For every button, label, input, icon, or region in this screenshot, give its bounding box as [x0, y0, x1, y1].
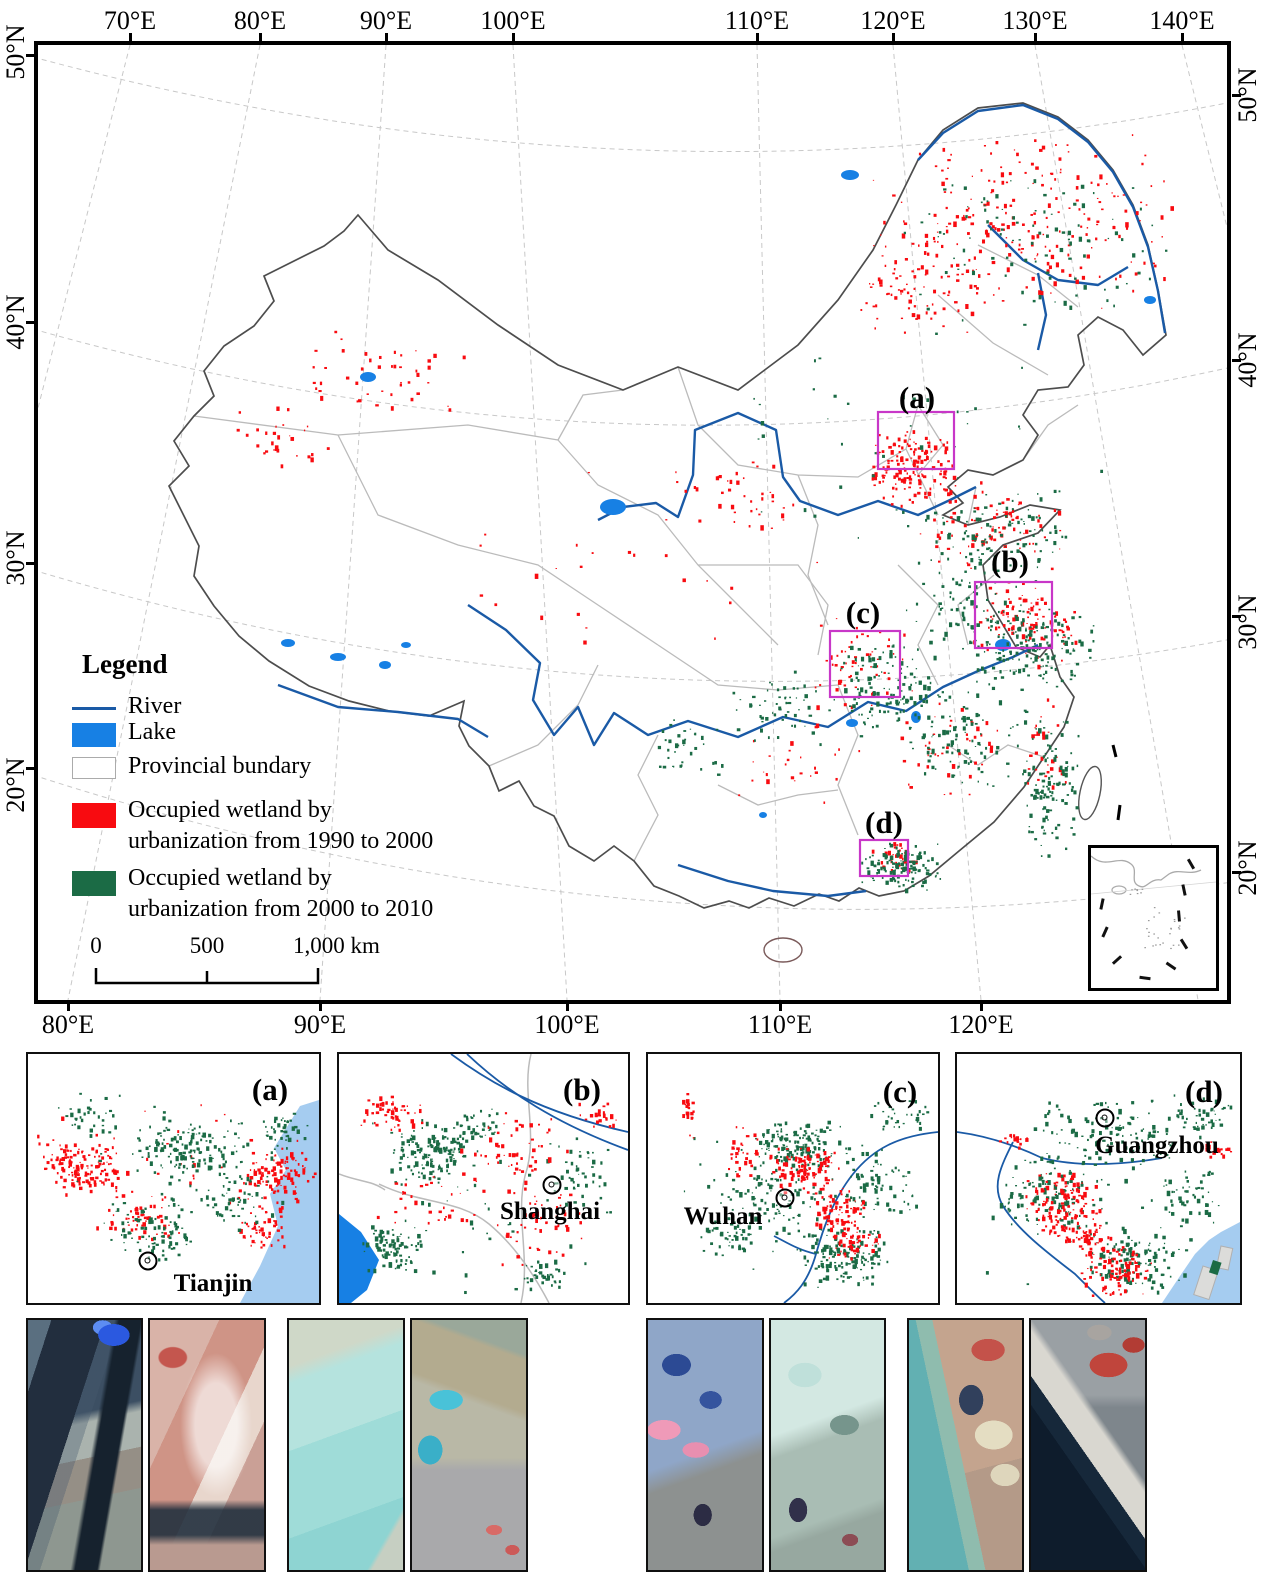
- axis-tick-label: 90°E: [359, 6, 413, 35]
- panel-letter: (b): [563, 1072, 601, 1107]
- city-label: Tianjin: [173, 1270, 253, 1297]
- axis-tick-label: 90°E: [293, 1010, 347, 1039]
- wetland-1990-2000-swatch: [72, 803, 116, 828]
- city-marker: [1095, 1108, 1115, 1128]
- scale-bar: 0 500 1,000 km: [88, 933, 408, 997]
- city-marker: [138, 1251, 158, 1271]
- panel-letter: (a): [251, 1072, 289, 1107]
- panel-map-a: [37, 1092, 319, 1303]
- axis-tick-label: 100°E: [480, 6, 546, 35]
- legend-label-lake: Lake: [128, 719, 176, 745]
- axis-tick-label: 30°N: [1, 530, 30, 586]
- legend-title: Legend: [82, 649, 168, 679]
- panel-map-b: [339, 1054, 628, 1303]
- city-marker: [775, 1188, 795, 1208]
- panel-wuhan: Wuhan (c): [646, 1052, 940, 1305]
- axis-tick-label: 120°E: [860, 6, 926, 35]
- china-map-canvas: [38, 45, 1227, 1000]
- callout-d: (d): [865, 805, 903, 840]
- axis-tick-label: 70°E: [103, 6, 157, 35]
- satellite-image-wuhan-early: [646, 1318, 764, 1572]
- south-china-sea-inset: [1088, 845, 1219, 991]
- axis-tick-label: 130°E: [1002, 6, 1068, 35]
- lake-swatch: [72, 723, 116, 747]
- scale-bar-line: [94, 968, 320, 985]
- axis-tick-label: 30°N: [1233, 594, 1262, 650]
- scale-0: 0: [90, 933, 102, 958]
- axis-tick-label: 80°E: [41, 1010, 95, 1039]
- axis-tick-label: 100°E: [534, 1010, 600, 1039]
- panel-shanghai: Shanghai (b): [337, 1052, 630, 1305]
- legend-label-2000-2010: Occupied wetland by urbanization from 20…: [128, 865, 434, 923]
- callout-a: (a): [898, 380, 936, 415]
- panel-map-d: [957, 1094, 1240, 1303]
- axis-tick-label: 50°N: [1, 24, 30, 80]
- city-label: Guangzhou: [1095, 1132, 1219, 1159]
- wetland-2000-2010-swatch: [72, 871, 116, 896]
- legend-label-provincial: Provincial bundary: [128, 753, 312, 779]
- satellite-image-wuhan-late: [769, 1318, 886, 1572]
- satellite-image-tianjin-early: [26, 1318, 143, 1572]
- river-line-swatch: [72, 707, 116, 710]
- city-marker: [542, 1175, 562, 1195]
- china-map: (a) (b) (c) (d) Legend River Lake Provin…: [34, 41, 1231, 1004]
- scale-1000: 1,000 km: [293, 933, 380, 958]
- axis-tick-label: 20°N: [1, 757, 30, 813]
- panel-letter: (c): [882, 1074, 918, 1109]
- axis-tick-label: 110°E: [747, 1010, 813, 1039]
- axis-tick-label: 20°N: [1233, 840, 1262, 896]
- satellite-image-tianjin-late: [148, 1318, 266, 1572]
- south-china-sea-map: [1090, 855, 1217, 981]
- callout-c: (c): [845, 595, 881, 630]
- axis-tick-label: 80°E: [233, 6, 287, 35]
- provincial-boundary-swatch: [72, 757, 116, 779]
- satellite-image-shanghai-late: [410, 1318, 528, 1572]
- panel-letter: (d): [1185, 1074, 1223, 1109]
- axis-tick-label: 140°E: [1149, 6, 1215, 35]
- legend-label-1990-2000: Occupied wetland by urbanization from 19…: [128, 797, 434, 855]
- scale-500: 500: [189, 933, 225, 958]
- satellite-image-guangzhou-early: [907, 1318, 1024, 1572]
- axis-tick-label: 110°E: [724, 6, 790, 35]
- city-label: Wuhan: [683, 1203, 763, 1230]
- callout-b: (b): [991, 544, 1029, 579]
- satellite-image-guangzhou-late: [1029, 1318, 1147, 1572]
- panel-guangzhou: Guangzhou (d): [955, 1052, 1242, 1305]
- axis-tick-label: 120°E: [948, 1010, 1014, 1039]
- satellite-image-shanghai-early: [287, 1318, 405, 1572]
- city-label: Shanghai: [499, 1198, 601, 1225]
- legend-label-river: River: [128, 693, 182, 719]
- panel-map-c: [682, 1092, 938, 1303]
- panel-tianjin: Tianjin (a): [26, 1052, 321, 1305]
